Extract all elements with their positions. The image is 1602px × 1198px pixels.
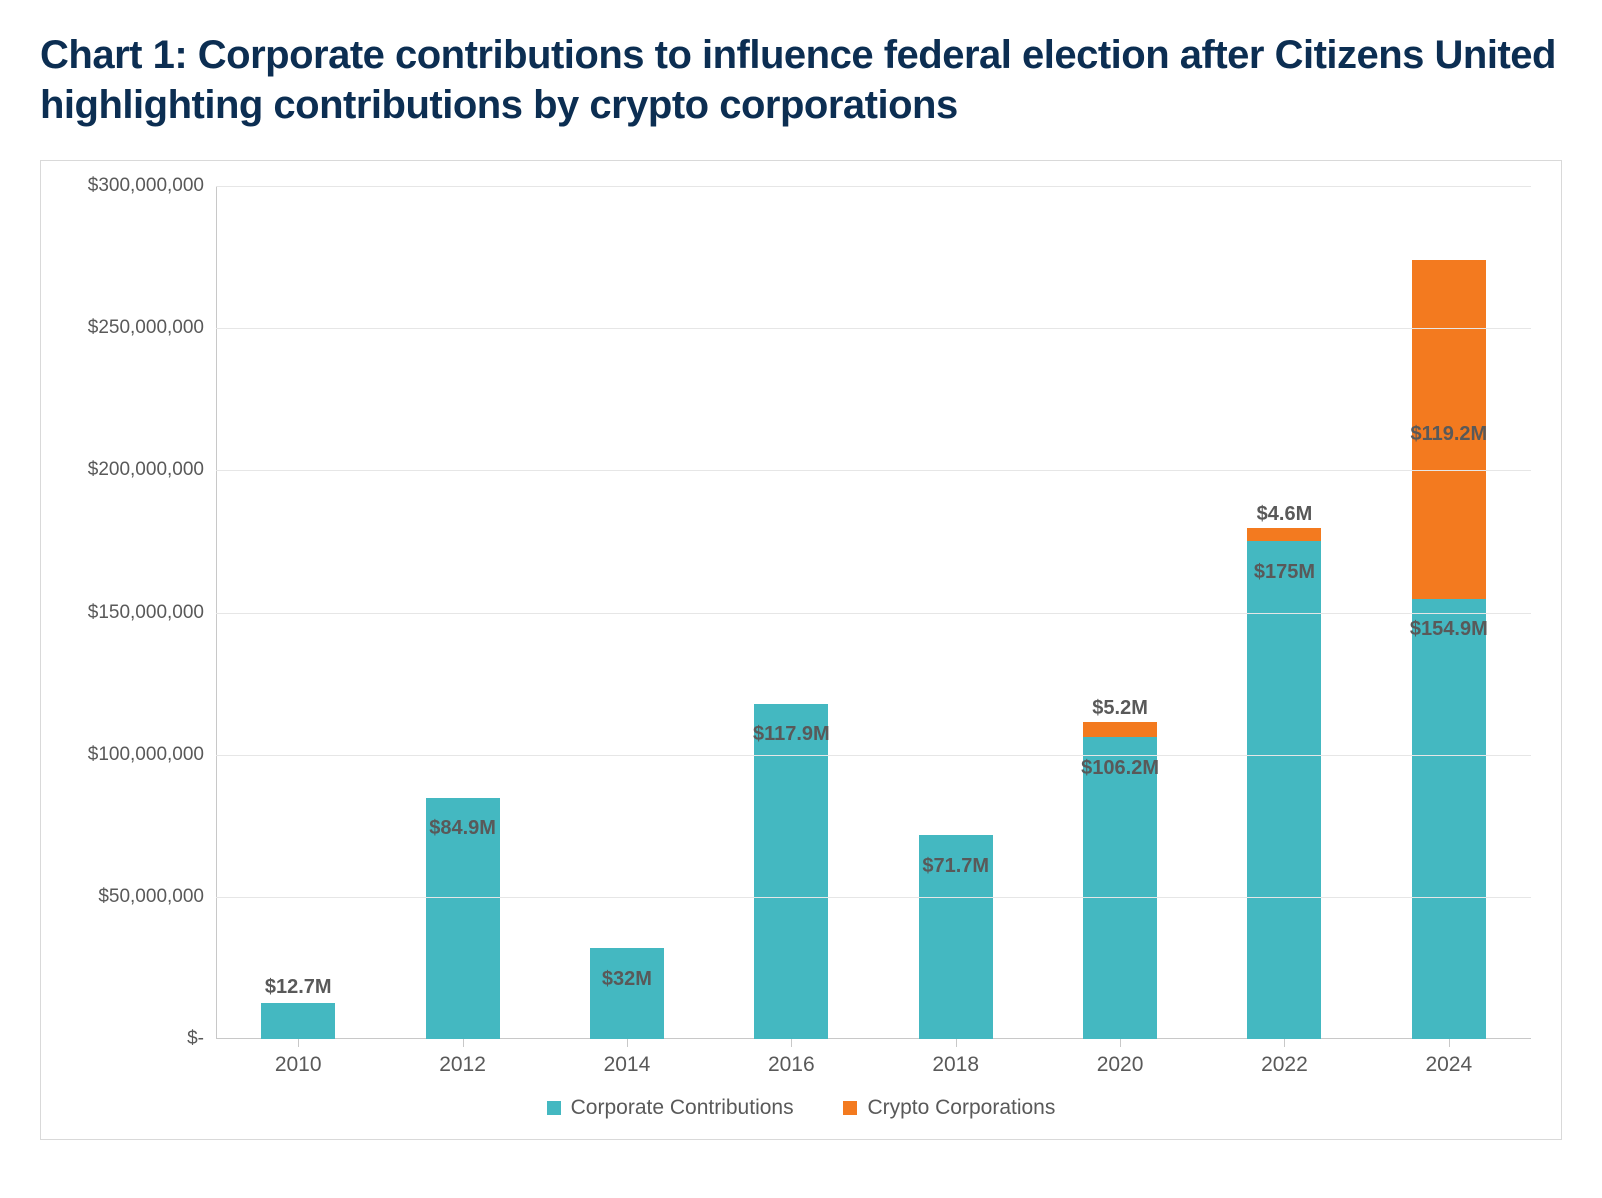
x-tick-label: 2014	[604, 1039, 651, 1077]
bar-value-label: $12.7M	[265, 976, 332, 999]
bar-value-label: $119.2M	[1410, 423, 1487, 446]
gridline	[216, 613, 1531, 614]
legend-item-corporate: Corporate Contributions	[547, 1096, 794, 1120]
bar-value-label: $175M	[1254, 561, 1315, 584]
gridline	[216, 186, 1531, 187]
gridline	[216, 755, 1531, 756]
y-tick-label: $300,000,000	[88, 175, 216, 197]
legend: Corporate Contributions Crypto Corporati…	[41, 1096, 1561, 1121]
y-tick-label: $50,000,000	[98, 886, 216, 908]
legend-label: Crypto Corporations	[867, 1096, 1055, 1120]
gridline	[216, 897, 1531, 898]
plot-area: $12.7M $84.9M $32M $117.9M $71.7M $106.2M $5.2…	[216, 186, 1531, 1039]
bar-value-label: $5.2M	[1092, 697, 1148, 720]
x-tick-label: 2012	[439, 1039, 486, 1077]
x-tick-label: 2020	[1097, 1039, 1144, 1077]
bar-segment-corporate	[261, 1003, 335, 1039]
x-tick-label: 2022	[1261, 1039, 1308, 1077]
y-tick-label: $250,000,000	[88, 317, 216, 339]
legend-swatch-icon	[547, 1101, 561, 1115]
x-tick-label: 2016	[768, 1039, 815, 1077]
bar-value-label: $4.6M	[1257, 503, 1313, 526]
y-tick-label: $200,000,000	[88, 459, 216, 481]
bar-value-label: $84.9M	[429, 817, 496, 840]
y-tick-label: $100,000,000	[88, 744, 216, 766]
chart-title: Chart 1: Corporate contributions to infl…	[40, 30, 1562, 130]
legend-swatch-icon	[843, 1101, 857, 1115]
bar-segment-corporate	[1083, 737, 1157, 1039]
x-tick-label: 2024	[1425, 1039, 1472, 1077]
bar-value-label: $154.9M	[1410, 618, 1488, 641]
gridline	[216, 328, 1531, 329]
bar-segment-corporate	[590, 948, 664, 1039]
bar-value-label: $117.9M	[753, 723, 830, 746]
legend-item-crypto: Crypto Corporations	[843, 1096, 1055, 1120]
bar-value-label: $106.2M	[1081, 757, 1159, 780]
y-tick-label: $150,000,000	[88, 602, 216, 624]
bar-segment-corporate	[1412, 599, 1486, 1039]
x-tick-label: 2010	[275, 1039, 322, 1077]
chart-container: $12.7M $84.9M $32M $117.9M $71.7M $106.2M $5.2…	[40, 160, 1562, 1140]
page: Chart 1: Corporate contributions to infl…	[0, 0, 1602, 1198]
bar-segment-crypto	[1083, 722, 1157, 737]
gridline	[216, 470, 1531, 471]
bar-value-label: $32M	[602, 968, 652, 991]
bar-segment-corporate	[1247, 541, 1321, 1039]
legend-label: Corporate Contributions	[571, 1096, 794, 1120]
x-tick-label: 2018	[932, 1039, 979, 1077]
y-tick-label: $-	[187, 1028, 216, 1050]
bar-value-label: $71.7M	[922, 855, 989, 878]
bar-segment-crypto	[1247, 528, 1321, 541]
